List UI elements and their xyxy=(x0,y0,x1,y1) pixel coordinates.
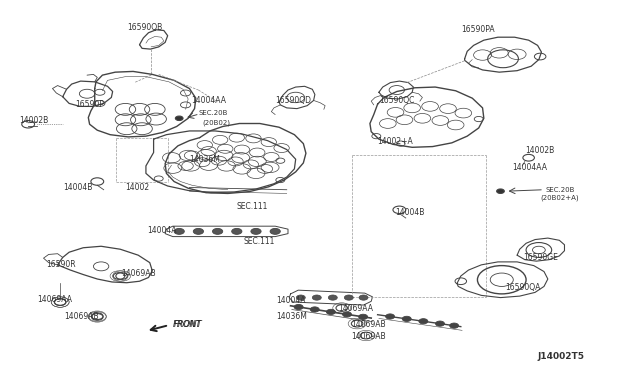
Circle shape xyxy=(419,319,428,324)
Text: 14002+A: 14002+A xyxy=(378,137,413,146)
Text: 14004B: 14004B xyxy=(396,208,425,217)
Text: 16590R: 16590R xyxy=(46,260,76,269)
Text: 16590GE: 16590GE xyxy=(524,253,558,262)
Text: 14069AB: 14069AB xyxy=(351,332,385,341)
Text: 14036M: 14036M xyxy=(276,312,307,321)
Circle shape xyxy=(358,314,367,320)
Text: 14002B: 14002B xyxy=(525,146,554,155)
Text: J14002T5: J14002T5 xyxy=(538,352,584,361)
Circle shape xyxy=(212,228,223,234)
Text: SEC.111: SEC.111 xyxy=(237,202,268,211)
Text: 14004AA: 14004AA xyxy=(191,96,226,105)
Text: 16590PA: 16590PA xyxy=(461,25,495,34)
Text: (20B02+A): (20B02+A) xyxy=(541,195,579,201)
Text: 14069AB: 14069AB xyxy=(64,312,99,321)
Circle shape xyxy=(193,228,204,234)
Circle shape xyxy=(344,295,353,300)
Circle shape xyxy=(232,228,242,234)
Text: 14002: 14002 xyxy=(125,183,150,192)
Text: 16590QA: 16590QA xyxy=(506,283,541,292)
Circle shape xyxy=(294,304,303,310)
Circle shape xyxy=(312,295,321,300)
Circle shape xyxy=(497,189,504,193)
Text: SEC.20B: SEC.20B xyxy=(545,187,575,193)
Text: 14036M: 14036M xyxy=(189,155,220,164)
Text: (20B02): (20B02) xyxy=(202,119,230,126)
Text: 14002B: 14002B xyxy=(19,116,49,125)
Circle shape xyxy=(402,316,412,321)
Circle shape xyxy=(435,321,445,326)
Text: FRONT: FRONT xyxy=(174,320,203,329)
Text: 16590QB: 16590QB xyxy=(127,23,162,32)
Circle shape xyxy=(359,295,368,300)
Text: 14069AB: 14069AB xyxy=(351,320,385,329)
Circle shape xyxy=(385,314,394,319)
Text: 14004A: 14004A xyxy=(276,296,306,305)
Circle shape xyxy=(310,307,319,312)
Text: 14069AA: 14069AA xyxy=(37,295,72,304)
Text: 14069AB: 14069AB xyxy=(122,269,156,278)
Text: 14069AA: 14069AA xyxy=(338,304,373,312)
Circle shape xyxy=(326,310,335,315)
Circle shape xyxy=(270,228,280,234)
Text: 14004AA: 14004AA xyxy=(512,163,547,172)
Circle shape xyxy=(328,295,337,300)
Text: 16590QC: 16590QC xyxy=(379,96,414,105)
Text: SEC.111: SEC.111 xyxy=(243,237,275,246)
Text: FRONT: FRONT xyxy=(173,320,202,329)
Circle shape xyxy=(175,116,183,121)
Circle shape xyxy=(296,295,305,300)
Text: 14004A: 14004A xyxy=(147,226,177,235)
Circle shape xyxy=(251,228,261,234)
Circle shape xyxy=(450,323,459,328)
Circle shape xyxy=(342,312,351,317)
Text: SEC.20B: SEC.20B xyxy=(198,110,228,116)
Text: 16590P: 16590P xyxy=(76,100,104,109)
Text: 16590QD: 16590QD xyxy=(275,96,311,105)
Circle shape xyxy=(174,228,184,234)
Text: 14004B: 14004B xyxy=(63,183,92,192)
